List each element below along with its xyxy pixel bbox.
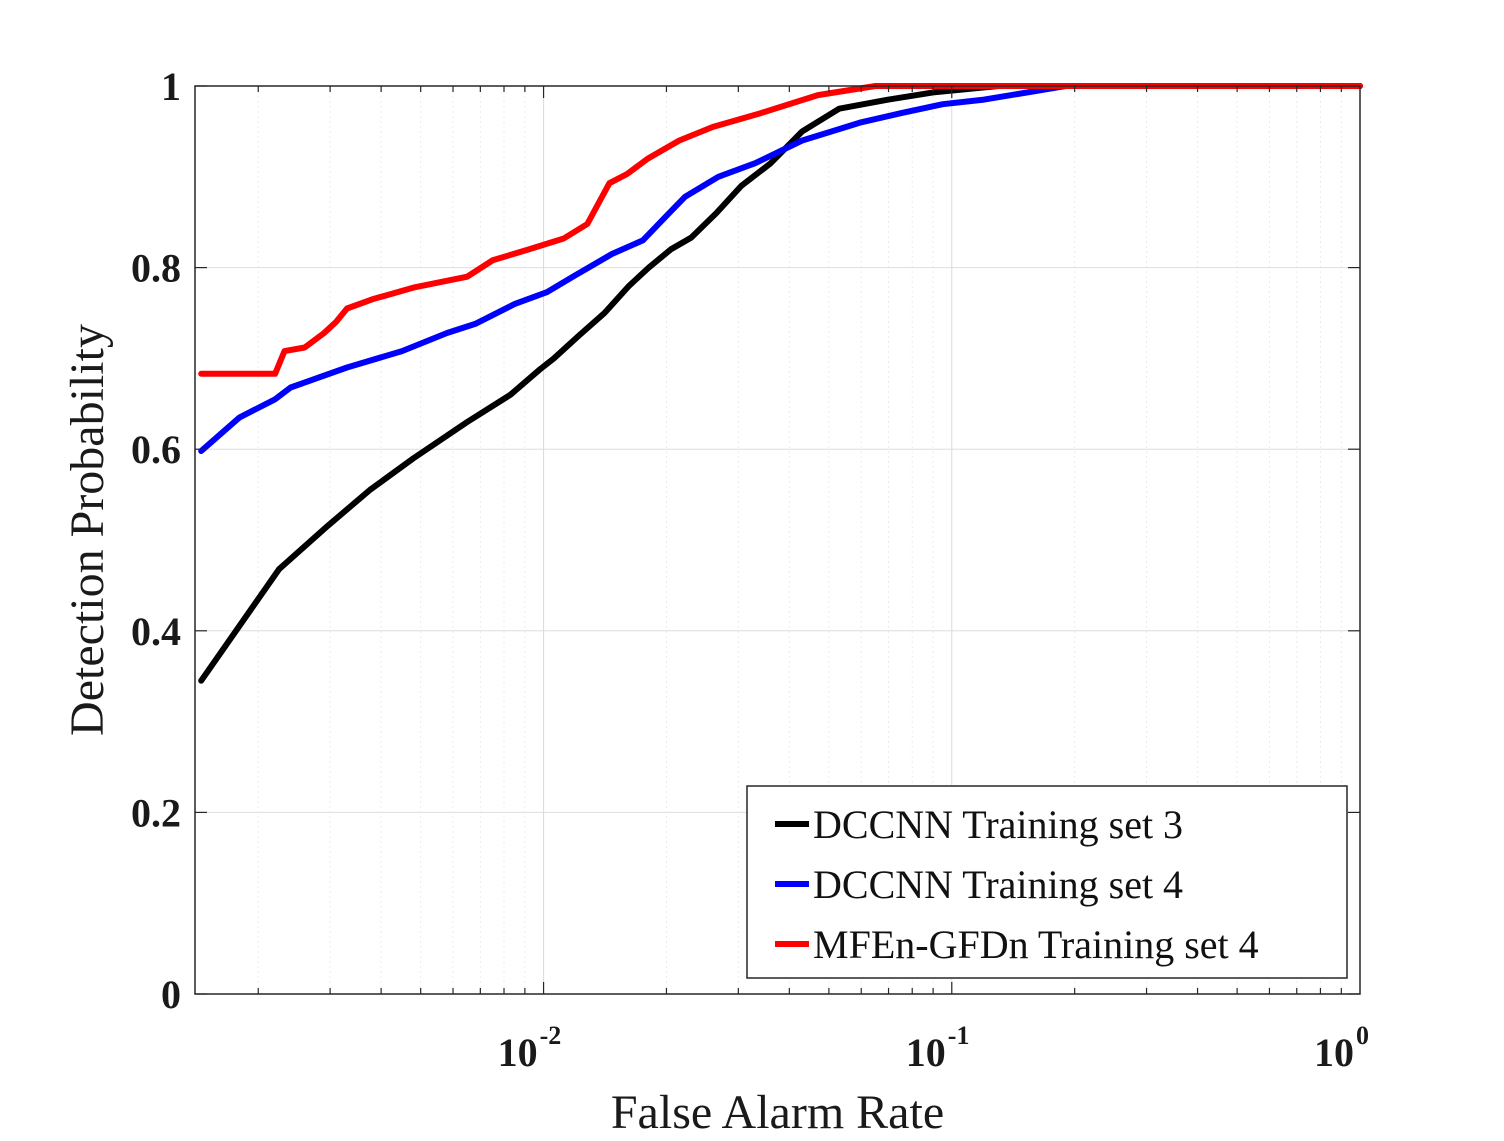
x-tick-label-base: 10: [906, 1030, 946, 1075]
y-tick-label: 0.2: [131, 790, 181, 835]
legend-label: MFEn-GFDn Training set 4: [813, 922, 1259, 967]
series-line-3: [198, 83, 1363, 377]
axis-ticks: [195, 85, 1360, 995]
x-tick-label: 10 -2: [498, 1021, 562, 1075]
x-tick-label: 10 -1: [906, 1021, 970, 1075]
y-tick-label: 1: [161, 64, 181, 109]
legend-box: [746, 785, 1348, 979]
x-axis-title: False Alarm Rate: [611, 1086, 944, 1139]
x-tick-label: 10 0: [1314, 1021, 1369, 1075]
series-lines: [198, 83, 1363, 684]
x-tick-labels: 10 -2 10 -1 10 0: [498, 1021, 1369, 1075]
series-line-1: [198, 83, 1363, 684]
y-tick-label: 0.8: [131, 246, 181, 291]
x-tick-label-base: 10: [498, 1030, 538, 1075]
legend-label: DCCNN Training set 4: [813, 862, 1183, 907]
legend-label: DCCNN Training set 3: [813, 802, 1183, 847]
x-tick-label-base: 10: [1314, 1030, 1354, 1075]
plot-frame: [194, 85, 1361, 995]
series-line-2: [198, 83, 1363, 454]
x-tick-label-exponent: 0: [1356, 1021, 1369, 1050]
legend: DCCNN Training set 3 DCCNN Training set 4…: [746, 785, 1348, 979]
y-tick-label: 0.6: [131, 427, 181, 472]
y-tick-labels: 0 0.2 0.4 0.6 0.8 1: [131, 64, 181, 1017]
y-axis-title: Detection Probability: [61, 324, 114, 736]
x-tick-label-exponent: -2: [540, 1021, 562, 1050]
y-tick-label: 0: [161, 972, 181, 1017]
y-tick-label: 0.4: [131, 609, 181, 654]
x-tick-label-exponent: -1: [948, 1021, 970, 1050]
